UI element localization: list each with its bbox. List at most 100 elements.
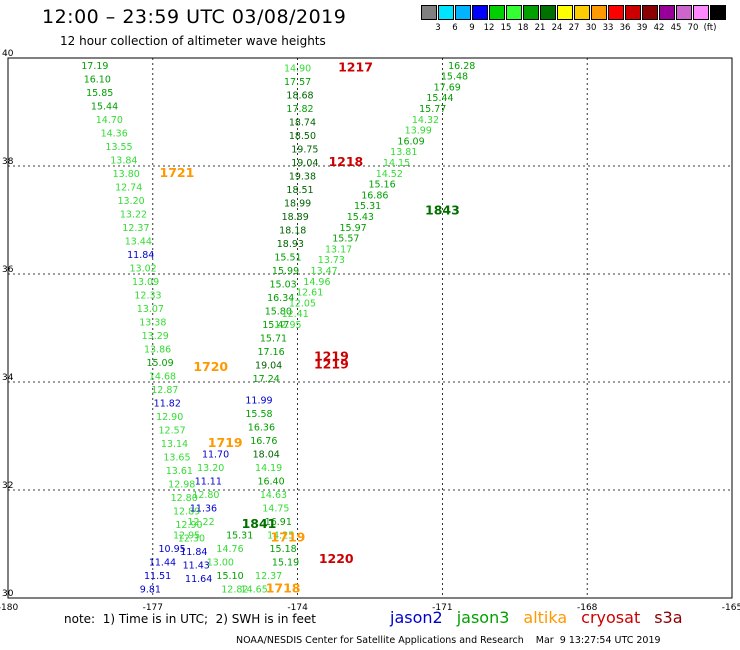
legend-swatch (506, 5, 522, 20)
footer-credit: NOAA/NESDIS Center for Satellite Applica… (236, 635, 661, 646)
wave-height-label: 15.57 (332, 234, 359, 245)
wave-height-label: 15.58 (245, 409, 272, 420)
wave-height-label: 14.90 (284, 64, 311, 75)
wave-height-label: 17.16 (257, 347, 284, 358)
wave-height-label: 17.19 (81, 61, 108, 72)
wave-height-label: 18.04 (253, 450, 280, 461)
wave-height-label: 19.04 (255, 361, 282, 372)
track-labels: 1721121712181219121918431220184117191720… (160, 60, 460, 596)
legend-label: 12 (483, 23, 495, 33)
wave-height-label: 12.37 (122, 223, 149, 234)
wave-height-label: 14.70 (96, 115, 123, 126)
wave-height-label: 13.61 (166, 466, 193, 477)
wave-height-label: 11.43 (183, 560, 210, 571)
wave-height-label: 12.22 (187, 517, 214, 528)
wave-height-label: 11.84 (127, 250, 154, 261)
wave-height-label: 12.30 (178, 533, 205, 544)
wave-height-label: 12.74 (115, 182, 142, 193)
legend-swatch (676, 5, 692, 20)
legend-label: 27 (568, 23, 580, 33)
wave-height-label: 11.99 (245, 396, 272, 407)
legend-swatch (642, 5, 658, 20)
wave-height-label: 17.24 (253, 374, 280, 385)
wave-height-label: 18.89 (282, 212, 309, 223)
wave-height-label: 18.18 (279, 226, 306, 237)
wave-height-label: 16.91 (265, 517, 292, 528)
track-time-label: 1719 (208, 435, 243, 450)
wave-height-label: 13.20 (197, 463, 224, 474)
page-subtitle: 12 hour collection of altimeter wave hei… (60, 34, 326, 48)
wave-height-label: 18.93 (277, 239, 304, 250)
wave-height-label: 12.33 (134, 290, 161, 301)
plot-frame (7, 57, 733, 599)
wave-height-label: 12.95 (173, 531, 200, 542)
wave-height-label: 14.15 (383, 158, 410, 169)
wave-height-label: 18.74 (289, 118, 316, 129)
satellite-legend-item: altika (523, 608, 568, 627)
wave-height-label: 13.55 (105, 142, 132, 153)
x-tick-label: -168 (577, 603, 598, 613)
footer-note: note: 1) Time is in UTC; 2) SWH is in fe… (64, 612, 316, 626)
legend-swatch (591, 5, 607, 20)
legend-label: 30 (585, 23, 597, 33)
track-time-label: 1721 (160, 165, 195, 180)
wave-height-label: 19.75 (291, 145, 318, 156)
wave-height-label: 17.57 (284, 77, 311, 88)
wave-height-label: 9.81 (140, 585, 161, 596)
wave-height-label: 11.36 (190, 504, 217, 515)
wave-height-label: 18.99 (284, 199, 311, 210)
wave-height-label: 15.51 (274, 253, 301, 264)
wave-height-label: 13.84 (110, 155, 137, 166)
wave-height-label: 13.22 (120, 209, 147, 220)
wave-height-label: 12.80 (192, 490, 219, 501)
wave-height-label: 15.19 (272, 558, 299, 569)
wave-height-label: 15.44 (426, 93, 453, 104)
wave-height-label: 15.71 (260, 334, 287, 345)
legend-label: 70 (687, 23, 699, 33)
wave-height-label: 14.32 (412, 115, 439, 126)
legend-swatch (659, 5, 675, 20)
wave-height-label: 15.77 (419, 104, 446, 115)
track-time-label: 1220 (319, 551, 354, 566)
wave-height-label: 12.61 (296, 288, 323, 299)
legend-label: 36 (619, 23, 631, 33)
wave-height-label: 11.64 (185, 574, 212, 585)
wave-height-label: 15.44 (91, 101, 118, 112)
legend-swatch (438, 5, 454, 20)
wave-height-label: 18.51 (286, 185, 313, 196)
legend-label: 15 (500, 23, 512, 33)
wave-height-label: 12.90 (156, 412, 183, 423)
wave-height-label: 18.50 (289, 131, 316, 142)
legend-label: (ft) (703, 23, 717, 33)
wave-height-label: 15.99 (272, 266, 299, 277)
satellite-legend: jason2 jason3 altika cryosat s3a (390, 608, 697, 627)
legend-swatch (625, 5, 641, 20)
wave-height-label: 14.75 (262, 504, 289, 515)
wave-height-label: 15.09 (146, 358, 173, 369)
wave-height-label: 13.02 (130, 263, 157, 274)
wave-height-label: 16.28 (448, 61, 475, 72)
track-time-label: 1218 (328, 154, 363, 169)
legend-swatch (693, 5, 709, 20)
wave-height-label: 16.40 (257, 477, 284, 488)
x-tick-label: -171 (432, 603, 452, 613)
legend-label: 45 (670, 23, 682, 33)
wave-height-label: 13.09 (132, 277, 159, 288)
wave-height-label: 11.70 (202, 450, 229, 461)
legend-swatch (540, 5, 556, 20)
wave-height-label: 15.48 (441, 72, 468, 83)
wave-height-label: 15.85 (86, 88, 113, 99)
track-time-label: 1219 (314, 348, 349, 363)
wave-height-label: 15.47 (262, 320, 289, 331)
satellite-legend-item: cryosat (581, 608, 641, 627)
wave-height-label: 13.14 (161, 439, 188, 450)
wave-height-label: 12.98 (168, 479, 195, 490)
wave-height-label: 13.07 (137, 304, 164, 315)
wave-height-label: 14.65 (241, 585, 268, 596)
legend-label: 24 (551, 23, 563, 33)
wave-height-label: 14.63 (260, 490, 287, 501)
legend-swatch (489, 5, 505, 20)
legend-label: 18 (517, 23, 529, 33)
wave-height-label: 15.43 (347, 212, 374, 223)
